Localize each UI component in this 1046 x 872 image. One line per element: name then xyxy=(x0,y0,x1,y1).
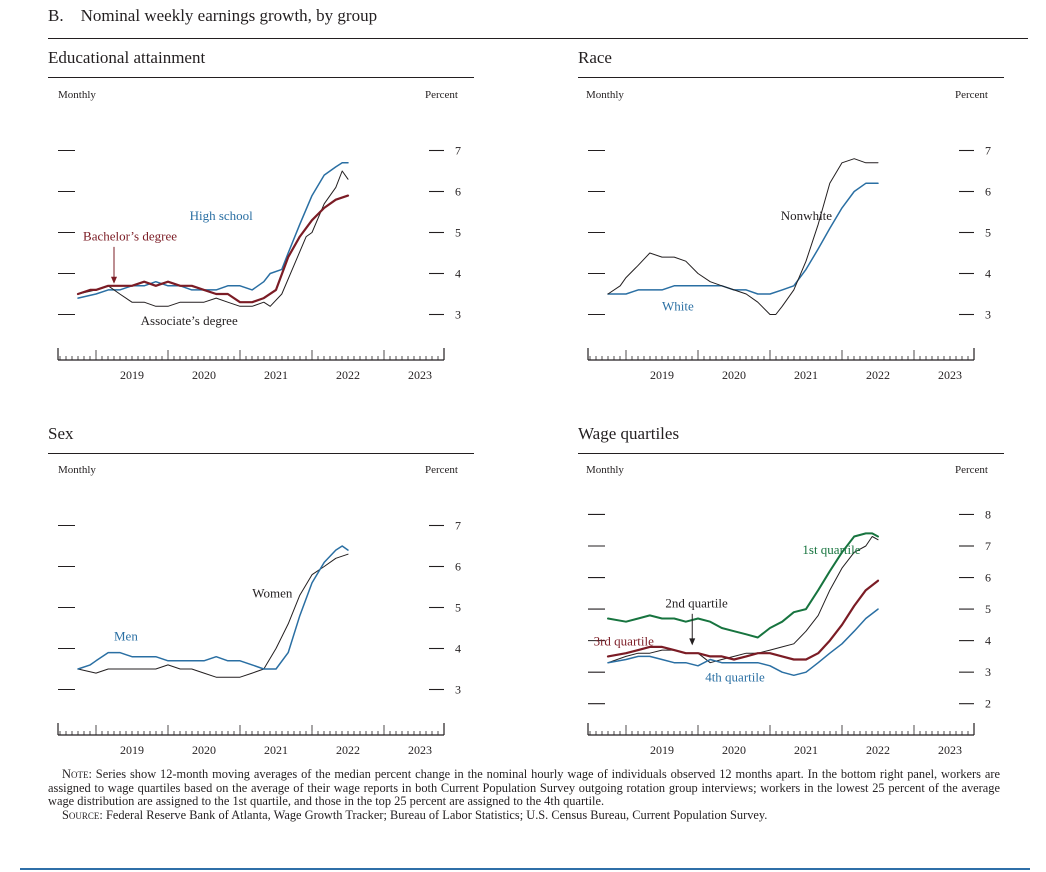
panel-rule-race xyxy=(578,77,1004,78)
x-tick-label: 2020 xyxy=(192,368,216,382)
x-tick-label: 2019 xyxy=(120,368,144,382)
chart-sex: 3 4 5 6 7 2019 2020 2021 2022 2023 Women Men xyxy=(57,519,461,757)
y-tick-label: 7 xyxy=(985,144,991,158)
series-line-associate-s-degree xyxy=(77,170,349,307)
panel-rule-wage-quartiles xyxy=(578,453,1004,454)
pointer-arrow-head xyxy=(111,276,117,284)
series-label-3rd-quartile: 3rd quartile xyxy=(594,633,655,648)
y-tick-label: 6 xyxy=(985,571,991,585)
series-line-3rd-quartile xyxy=(606,579,880,661)
chart-wage-quartiles: 2 3 4 5 6 7 8 2019 2020 2021 2022 2023 1st quartile 2… xyxy=(587,507,991,757)
x-tick-label: 2019 xyxy=(120,743,144,757)
figure-top-rule xyxy=(48,38,1028,39)
y-tick-label: 2 xyxy=(985,697,991,711)
percent-label-wage-quartiles: Percent xyxy=(955,464,988,476)
series-label-1st-quartile: 1st quartile xyxy=(802,542,860,557)
y-tick-label: 4 xyxy=(985,267,991,281)
series-line-2nd-quartile xyxy=(607,536,879,664)
series-line-men xyxy=(77,545,349,670)
y-tick-label: 7 xyxy=(455,144,461,158)
x-tick-label: 2020 xyxy=(722,368,746,382)
monthly-label-race: Monthly xyxy=(586,89,624,101)
x-tick-label: 2023 xyxy=(938,743,962,757)
figure-notes: Note: Series show 12-month moving averag… xyxy=(48,767,1000,823)
percent-label-sex: Percent xyxy=(425,464,458,476)
y-tick-label: 5 xyxy=(455,601,461,615)
x-tick-label: 2020 xyxy=(192,743,216,757)
figure-bottom-rule xyxy=(20,868,1030,870)
x-tick-label: 2020 xyxy=(722,743,746,757)
x-tick-label: 2021 xyxy=(794,368,818,382)
y-tick-label: 6 xyxy=(985,185,991,199)
series-line-4th-quartile xyxy=(607,608,879,677)
x-tick-label: 2022 xyxy=(336,368,360,382)
y-tick-label: 3 xyxy=(985,308,991,322)
series-line-women xyxy=(77,553,349,678)
panel-title-educational-attainment: Educational attainment xyxy=(48,48,206,67)
note-text: Series show 12-month moving averages of … xyxy=(48,767,1000,808)
x-tick-label: 2022 xyxy=(336,743,360,757)
pointer-arrow-head xyxy=(689,638,696,646)
chart-race: 3 4 5 6 7 2019 2020 2021 2022 2023 Nonwhite White xyxy=(587,144,991,382)
y-tick-label: 7 xyxy=(455,519,461,533)
x-tick-label: 2022 xyxy=(866,743,890,757)
x-tick-label: 2022 xyxy=(866,368,890,382)
series-label-women: Women xyxy=(252,585,293,600)
x-tick-label: 2021 xyxy=(264,743,288,757)
series-line-bachelor-s-degree xyxy=(76,194,350,304)
chart-educational-attainment: 3 4 5 6 7 2019 2020 2021 2022 2023 High school Bach… xyxy=(57,144,461,382)
series-line-white xyxy=(607,182,879,295)
y-tick-label: 6 xyxy=(455,185,461,199)
x-tick-label: 2021 xyxy=(794,743,818,757)
y-tick-label: 3 xyxy=(985,665,991,679)
series-label-white: White xyxy=(662,298,694,313)
panel-title-race: Race xyxy=(578,48,612,67)
percent-label-race: Percent xyxy=(955,89,988,101)
y-tick-label: 4 xyxy=(985,634,991,648)
y-tick-label: 5 xyxy=(985,226,991,240)
note-paragraph: Note: Series show 12-month moving averag… xyxy=(48,767,1000,809)
x-tick-label: 2021 xyxy=(264,368,288,382)
y-tick-label: 4 xyxy=(455,267,461,281)
y-tick-label: 3 xyxy=(455,308,461,322)
note-label: Note: xyxy=(62,767,92,781)
panel-rule-sex xyxy=(48,453,474,454)
monthly-label-educational-attainment: Monthly xyxy=(58,89,96,101)
monthly-label-sex: Monthly xyxy=(58,464,96,476)
series-label-4th-quartile: 4th quartile xyxy=(705,670,765,685)
source-label: Source: xyxy=(62,807,103,822)
series-line-1st-quartile xyxy=(607,532,879,639)
monthly-label-wage-quartiles: Monthly xyxy=(586,464,624,476)
y-tick-label: 6 xyxy=(455,560,461,574)
source-paragraph: Source: Federal Reserve Bank of Atlanta,… xyxy=(48,807,1000,823)
series-label-associate-s-degree: Associate’s degree xyxy=(141,313,238,328)
source-text: Federal Reserve Bank of Atlanta, Wage Gr… xyxy=(105,807,768,822)
y-tick-label: 4 xyxy=(455,642,461,656)
y-tick-label: 8 xyxy=(985,507,991,521)
y-tick-label: 3 xyxy=(455,683,461,697)
percent-label-educational-attainment: Percent xyxy=(425,89,458,101)
series-label-high-school: High school xyxy=(190,208,254,223)
x-tick-label: 2023 xyxy=(408,743,432,757)
series-label-nonwhite: Nonwhite xyxy=(781,208,833,223)
series-label-2nd-quartile: 2nd quartile xyxy=(665,596,728,611)
y-tick-label: 7 xyxy=(985,539,991,553)
series-line-nonwhite xyxy=(607,158,879,315)
y-tick-label: 5 xyxy=(455,226,461,240)
x-tick-label: 2023 xyxy=(938,368,962,382)
series-label-bachelor-s-degree: Bachelor’s degree xyxy=(83,229,177,244)
figure-title: B. Nominal weekly earnings growth, by gr… xyxy=(48,6,378,25)
x-tick-label: 2019 xyxy=(650,368,674,382)
panel-title-wage-quartiles: Wage quartiles xyxy=(578,424,680,443)
panel-rule-educational-attainment xyxy=(48,77,474,78)
panel-title-sex: Sex xyxy=(48,424,74,443)
series-label-men: Men xyxy=(114,628,138,643)
x-tick-label: 2019 xyxy=(650,743,674,757)
y-tick-label: 5 xyxy=(985,602,991,616)
x-tick-label: 2023 xyxy=(408,368,432,382)
